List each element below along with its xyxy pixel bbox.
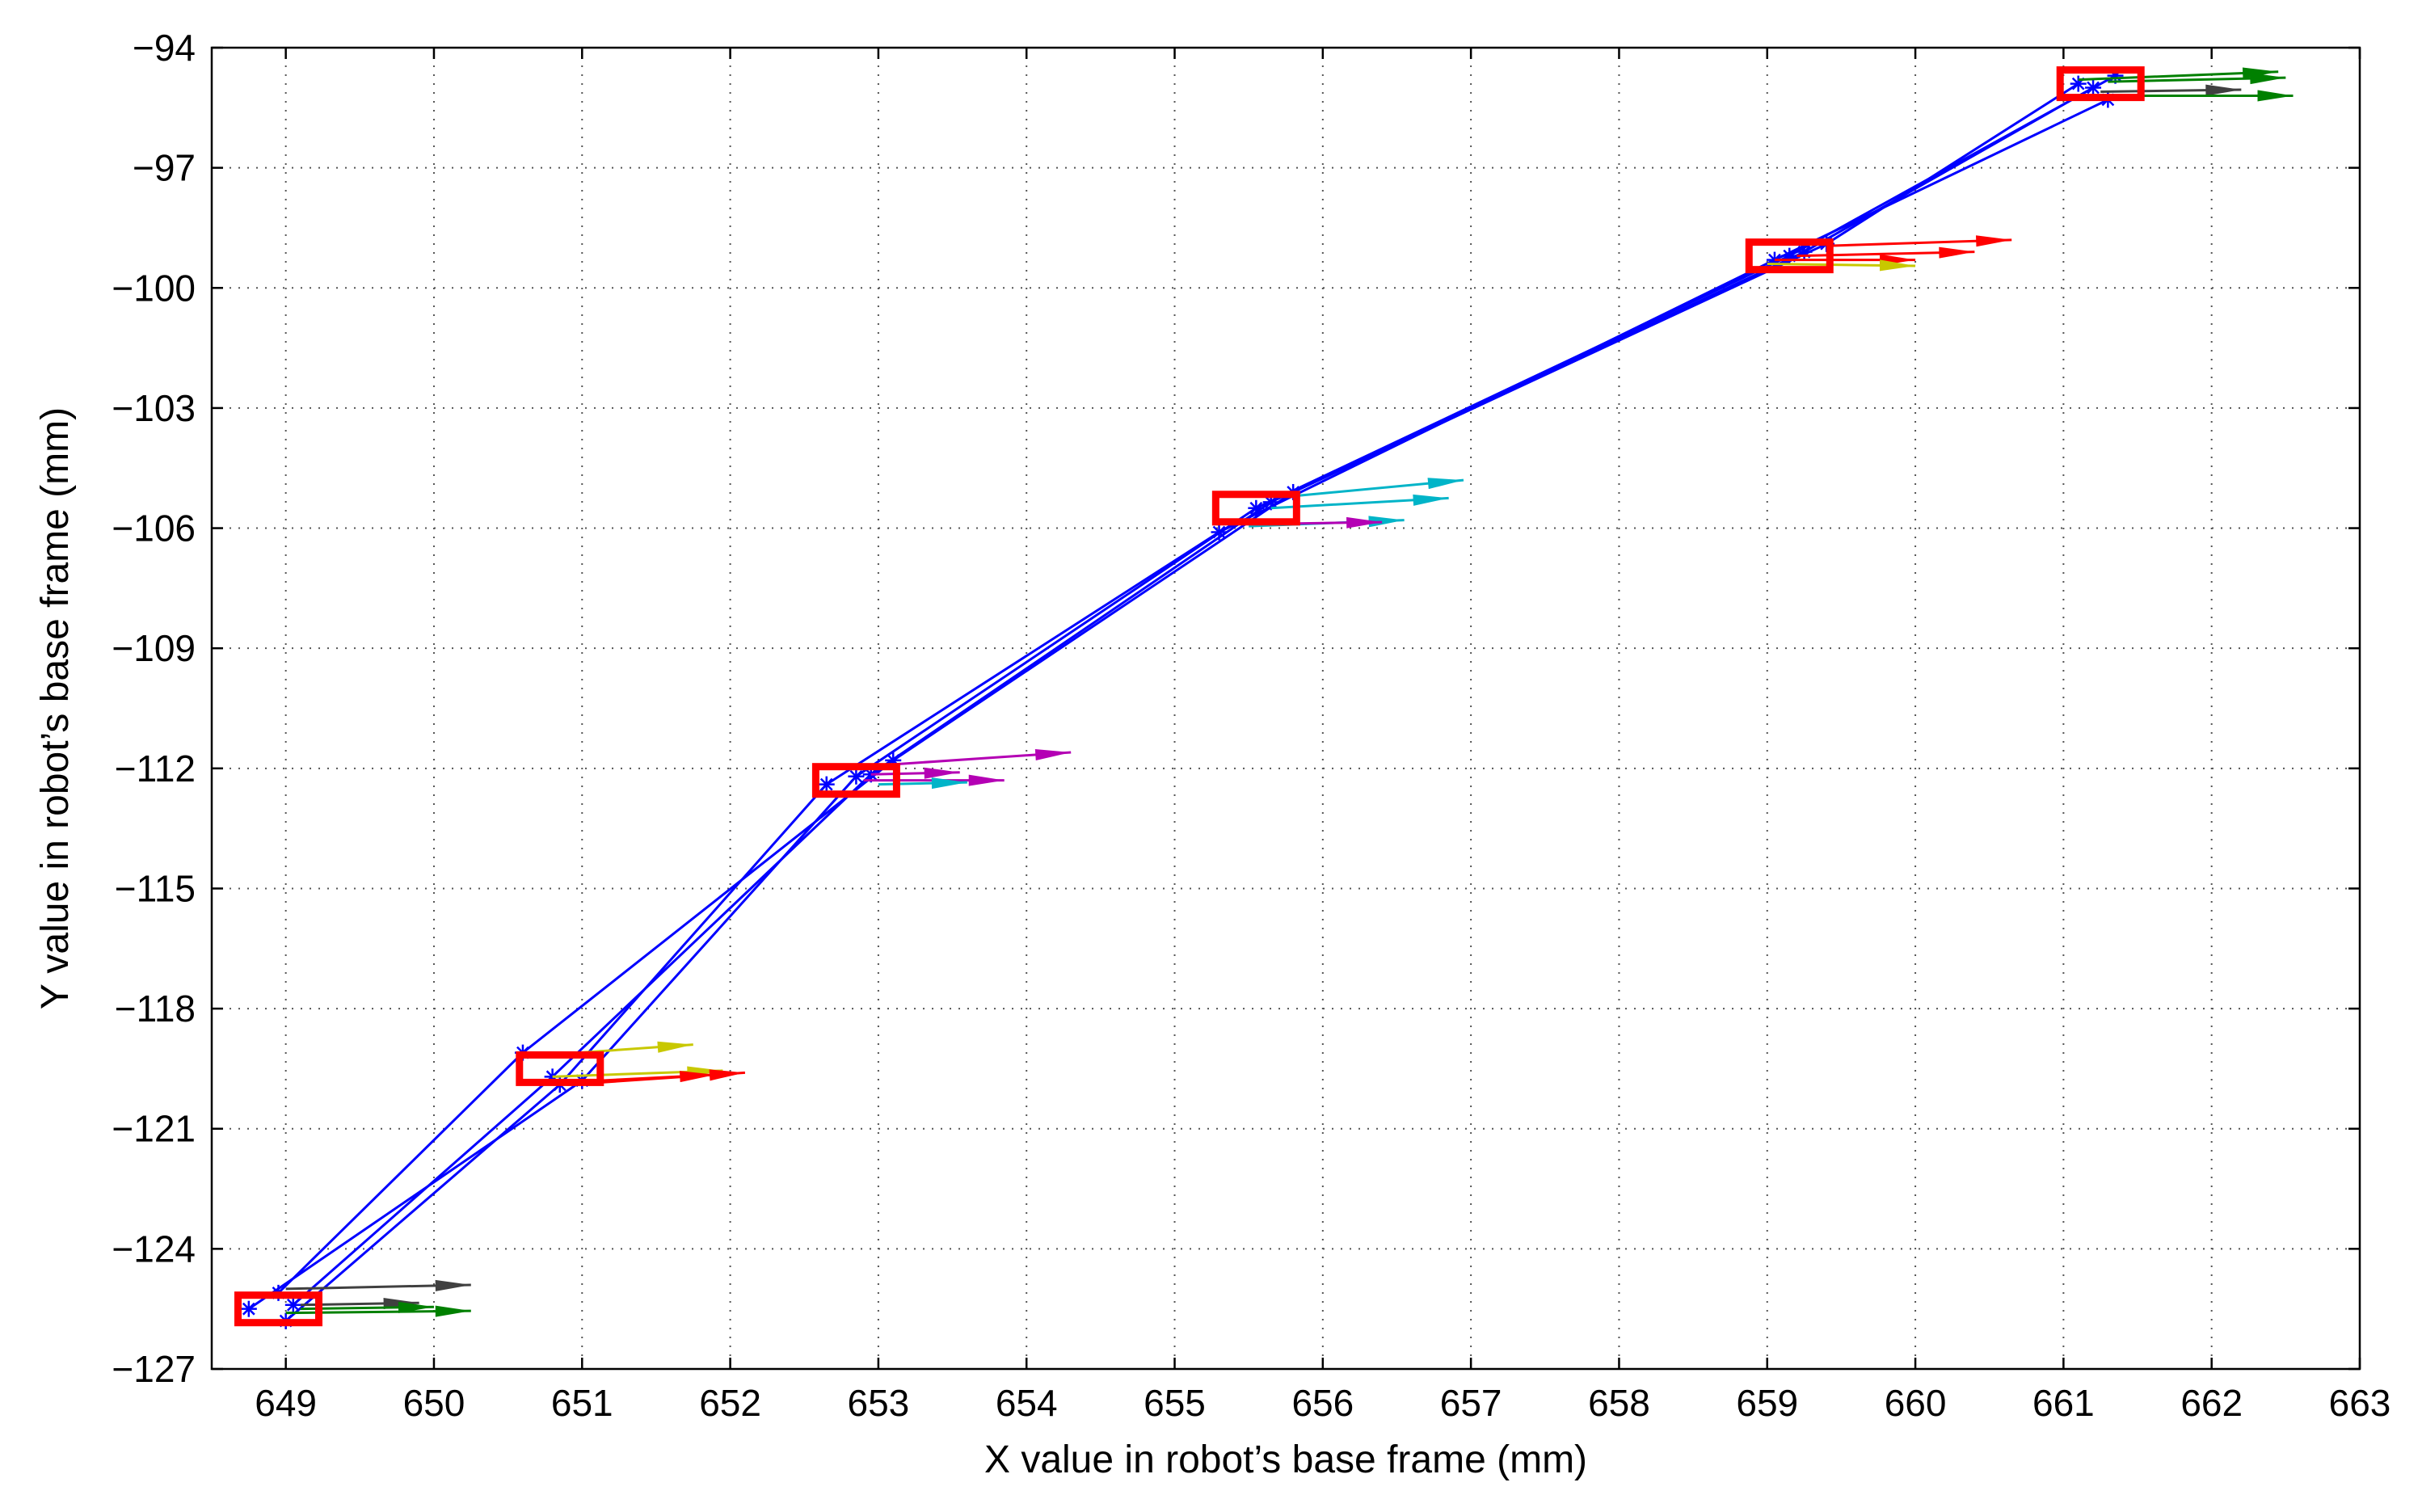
y-tick-label: −112 bbox=[115, 748, 196, 790]
trajectory-point bbox=[1796, 243, 1813, 260]
trajectory-point bbox=[2070, 75, 2087, 92]
x-tick-label: 661 bbox=[2032, 1382, 2095, 1424]
y-tick-label: −106 bbox=[112, 508, 196, 550]
trajectory-point bbox=[284, 1296, 301, 1313]
direction-arrow bbox=[1270, 494, 1449, 510]
trajectory-point bbox=[240, 1300, 257, 1317]
x-tick-label: 649 bbox=[255, 1382, 317, 1424]
ticks: 649 650 651 652 653 654 655 656 657 658 659 660 661 6… bbox=[112, 27, 2390, 1424]
x-tick-label: 651 bbox=[551, 1382, 613, 1424]
direction-arrow bbox=[1293, 478, 1464, 498]
direction-arrow bbox=[1826, 235, 2012, 247]
target-box bbox=[2056, 66, 2145, 102]
y-tick-label: −94 bbox=[133, 27, 196, 69]
target-box bbox=[811, 763, 900, 798]
x-tick-label: 653 bbox=[848, 1382, 910, 1424]
x-tick-label: 663 bbox=[2329, 1382, 2391, 1424]
plot-frame bbox=[210, 46, 2361, 1371]
x-axis-label: X value in robot’s base frame (mm) bbox=[984, 1438, 1587, 1481]
direction-arrow bbox=[1767, 259, 1916, 272]
direction-arrow bbox=[2100, 84, 2242, 96]
trajectory-point bbox=[2085, 79, 2102, 96]
x-tick-label: 659 bbox=[1736, 1382, 1798, 1424]
x-tick-label: 650 bbox=[403, 1382, 465, 1424]
plot-background bbox=[212, 48, 2360, 1369]
x-tick-label: 657 bbox=[1440, 1382, 1502, 1424]
trajectory-line bbox=[284, 99, 2109, 1322]
trajectory-line bbox=[277, 82, 2079, 1294]
target-box bbox=[234, 1291, 322, 1327]
x-tick-label: 662 bbox=[2180, 1382, 2243, 1424]
x-tick-label: 654 bbox=[996, 1382, 1058, 1424]
x-tick-label: 660 bbox=[1885, 1382, 1947, 1424]
target-box bbox=[1211, 491, 1300, 526]
y-tick-label: −100 bbox=[112, 267, 196, 309]
y-tick-label: −97 bbox=[133, 147, 196, 189]
y-tick-label: −109 bbox=[112, 627, 196, 669]
y-tick-label: −121 bbox=[112, 1108, 196, 1150]
target-box bbox=[516, 1051, 604, 1086]
target-box bbox=[1745, 238, 1834, 274]
direction-arrow bbox=[870, 767, 960, 779]
direction-arrow bbox=[893, 748, 1072, 766]
trajectory-point bbox=[818, 776, 835, 793]
x-tick-label: 656 bbox=[1291, 1382, 1354, 1424]
direction-arrow bbox=[2115, 90, 2294, 102]
y-tick-label: −115 bbox=[115, 867, 196, 909]
y-tick-label: −127 bbox=[112, 1348, 196, 1390]
y-tick-label: −103 bbox=[112, 387, 196, 429]
direction-arrow bbox=[300, 1301, 434, 1313]
y-tick-label: −124 bbox=[112, 1228, 196, 1270]
trajectory-line bbox=[292, 86, 2094, 1306]
y-tick-label: −118 bbox=[115, 988, 196, 1030]
direction-arrow bbox=[285, 1279, 471, 1291]
x-tick-label: 658 bbox=[1588, 1382, 1650, 1424]
data-layer bbox=[234, 66, 2294, 1329]
x-tick-label: 652 bbox=[699, 1382, 761, 1424]
y-axis-label: Y value in robot’s base frame (mm) bbox=[34, 407, 77, 1009]
x-tick-label: 655 bbox=[1144, 1382, 1206, 1424]
trajectory-point bbox=[848, 768, 865, 785]
